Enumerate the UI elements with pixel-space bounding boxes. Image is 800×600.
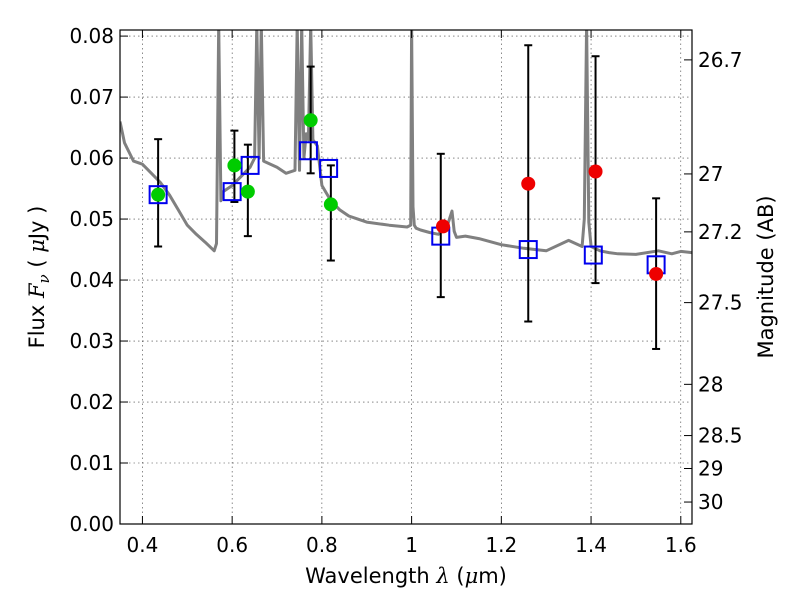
plot-frame: [119, 29, 693, 525]
square-marker: [240, 155, 260, 175]
square-marker: [222, 182, 242, 202]
y-tick-label: 0.02: [69, 390, 114, 414]
x-axis-label: Wavelength λ (μm): [305, 564, 507, 588]
square-marker: [148, 185, 168, 205]
circle-marker: [303, 113, 318, 128]
x-tick-label: 0.4: [127, 533, 159, 557]
square-marker: [298, 141, 318, 161]
circle-marker: [521, 176, 536, 191]
circle-marker: [436, 219, 451, 234]
model-spectrum: [120, 30, 692, 256]
y2-axis-label: Magnitude (AB): [754, 195, 778, 358]
x-tick-label: 1.4: [575, 533, 607, 557]
circle-marker: [323, 197, 338, 212]
y-tick-label: 0.03: [69, 329, 114, 353]
y2-tick-label: 30: [698, 490, 723, 514]
circle-marker: [240, 184, 255, 199]
y2-tick-label: 28: [698, 372, 723, 396]
square-marker: [319, 158, 339, 178]
y-tick-label: 0.06: [69, 146, 114, 170]
grid-lines: [120, 30, 692, 524]
x-tick-label: 0.8: [306, 533, 338, 557]
y2-tick-label: 26.7: [698, 48, 743, 72]
x-tick-label: 1: [405, 533, 418, 557]
tick-labels: 0.4 0.6 0.8 1 1.2 1.4 1.6 0.00 0.01 0.02 0.03 0.04 0…: [69, 24, 742, 557]
square-marker: [583, 245, 603, 265]
circle-marker: [227, 158, 242, 173]
y-tick-label: 0.01: [69, 451, 114, 475]
spectrum-line: [120, 30, 692, 256]
y2-tick-label: 27.2: [698, 220, 743, 244]
square-marker: [518, 240, 538, 260]
x-tick-label: 0.6: [216, 533, 248, 557]
x-tick-label: 1.6: [665, 533, 697, 557]
circle-marker: [588, 164, 603, 179]
y-tick-label: 0.07: [69, 85, 114, 109]
y2-tick-label: 28.5: [698, 424, 743, 448]
circle-marker: [649, 266, 664, 281]
y2-tick-label: 27.5: [698, 291, 743, 315]
circle-marker: [151, 187, 166, 202]
y-tick-label: 0.00: [69, 512, 114, 536]
y-axis-label: Flux Fν ( μJy ): [25, 206, 53, 349]
y-tick-label: 0.05: [69, 207, 114, 231]
y-tick-label: 0.04: [69, 268, 114, 292]
y2-tick-label: 27: [698, 162, 723, 186]
y-tick-label: 0.08: [69, 24, 114, 48]
axis-ticks: [120, 30, 692, 525]
data-markers: [148, 113, 666, 281]
y2-tick-label: 29: [698, 457, 723, 481]
x-tick-label: 1.2: [485, 533, 517, 557]
